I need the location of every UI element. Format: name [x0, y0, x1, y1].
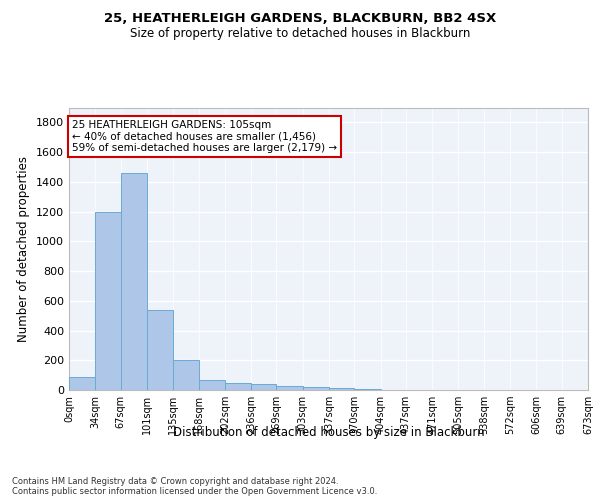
Bar [121, 172, 147, 390]
Text: 25, HEATHERLEIGH GARDENS, BLACKBURN, BB2 4SX: 25, HEATHERLEIGH GARDENS, BLACKBURN, BB2… [104, 12, 496, 26]
Bar [69, 376, 95, 390]
Text: 25 HEATHERLEIGH GARDENS: 105sqm
← 40% of detached houses are smaller (1,456)
59%: 25 HEATHERLEIGH GARDENS: 105sqm ← 40% of… [72, 120, 337, 153]
Bar [251, 384, 277, 390]
Bar [329, 388, 355, 390]
Bar [302, 386, 329, 390]
Bar [277, 386, 302, 390]
Bar [173, 360, 199, 390]
Y-axis label: Number of detached properties: Number of detached properties [17, 156, 31, 342]
Text: Contains HM Land Registry data © Crown copyright and database right 2024.: Contains HM Land Registry data © Crown c… [12, 476, 338, 486]
Text: Contains public sector information licensed under the Open Government Licence v3: Contains public sector information licen… [12, 486, 377, 496]
Bar [95, 212, 121, 390]
Bar [199, 380, 225, 390]
Bar [225, 383, 251, 390]
Bar [355, 388, 380, 390]
Text: Size of property relative to detached houses in Blackburn: Size of property relative to detached ho… [130, 28, 470, 40]
Text: Distribution of detached houses by size in Blackburn: Distribution of detached houses by size … [173, 426, 485, 439]
Bar [147, 310, 173, 390]
